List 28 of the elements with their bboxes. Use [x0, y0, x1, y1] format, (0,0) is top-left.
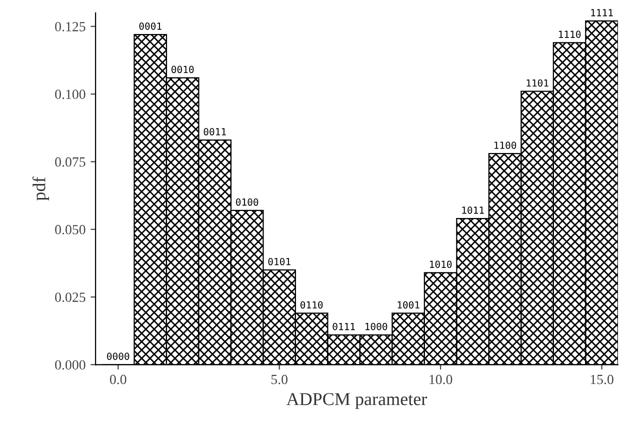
x-tick-label: 10.0: [430, 374, 452, 384]
y-tick-label: 0.100: [55, 90, 86, 100]
annotation: 1000: [366, 322, 388, 330]
annotation: 1001: [398, 301, 420, 309]
annotation: 1110: [558, 30, 581, 38]
annotation: 1010: [430, 260, 452, 268]
annotation: 0100: [236, 198, 258, 206]
y-tick-label: 0.125: [55, 22, 86, 32]
y-tick-label: 0.000: [55, 360, 86, 370]
annotation: 0001: [139, 22, 162, 30]
y-tick-label: 0.050: [55, 224, 86, 234]
y-axis-title: pdf: [32, 176, 50, 201]
y-tick-label: 0.025: [55, 292, 86, 302]
annotation: 1111: [591, 9, 613, 16]
x-tick-label: 15.0: [590, 374, 614, 384]
annotation: 0110: [300, 301, 323, 309]
annotation: 0111: [332, 322, 355, 330]
annotation: 0101: [268, 258, 290, 266]
x-tick-label: 5.0: [271, 374, 288, 384]
annotation: 1100: [494, 142, 516, 149]
annotation: 1011: [462, 206, 484, 214]
y-tick-label: 0.075: [55, 157, 86, 167]
x-axis-title: ADPCM parameter: [286, 393, 428, 409]
annotation: 0010: [172, 66, 194, 74]
x-tick-label: 0.0: [110, 374, 126, 384]
annotation: 1101: [526, 79, 548, 87]
annotation: 0011: [204, 128, 226, 136]
annotation: 0000: [107, 352, 130, 360]
